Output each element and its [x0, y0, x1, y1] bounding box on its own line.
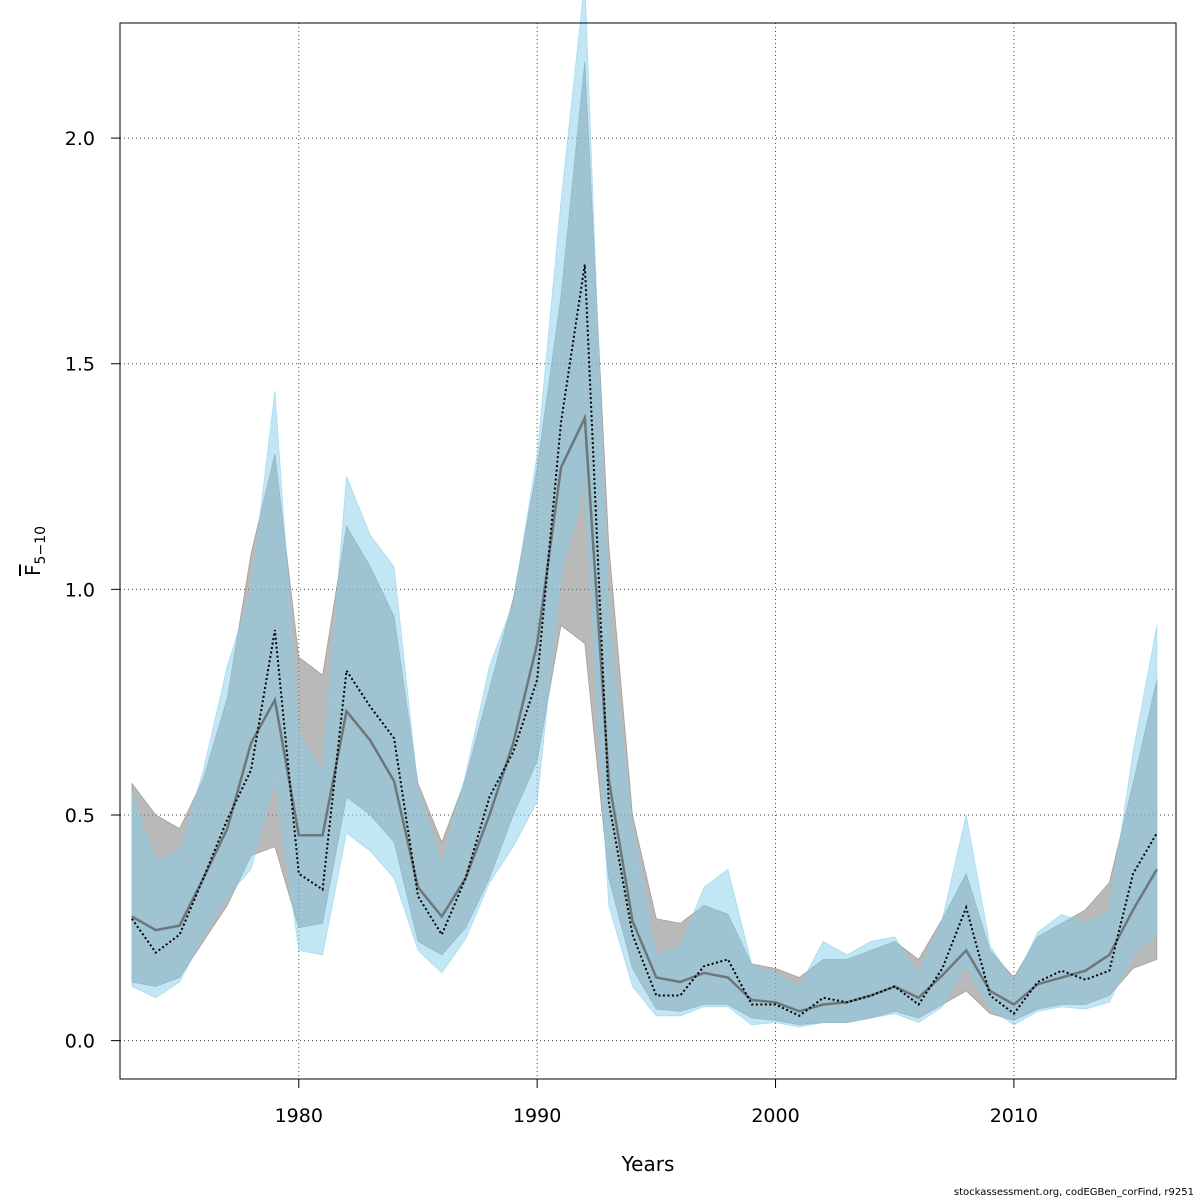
x-tick-label: 1980: [275, 1105, 323, 1127]
series-line-2: [131, 264, 1158, 1017]
series-lines: [131, 264, 1158, 1017]
y-tick-label: 0.5: [65, 805, 95, 827]
x-tick-label: 2000: [751, 1105, 799, 1127]
y-axis-title: F5−10: [21, 526, 49, 576]
y-tick-label: 2.0: [65, 128, 95, 150]
x-axis: 1980 1990 2000 2010: [275, 1079, 1038, 1127]
x-tick-label: 2010: [990, 1105, 1038, 1127]
y-axis-title-symbol: F: [21, 564, 45, 576]
plot-frame: [119, 22, 1177, 1080]
y-tick-label: 0.0: [65, 1031, 95, 1053]
footer-note: stockassessment.org, codEGBen_corFind, r…: [953, 1187, 1194, 1198]
svg-text:F5−10: F5−10: [21, 526, 49, 576]
y-axis-title-subscript: 5−10: [33, 526, 49, 564]
x-tick-label: 1990: [513, 1105, 561, 1127]
y-tick-label: 1.5: [65, 354, 95, 376]
x-axis-title: Years: [621, 1152, 675, 1176]
series-line-1: [131, 413, 1158, 1013]
confidence-bands: [131, 0, 1158, 1028]
y-tick-label: 1.0: [65, 579, 95, 601]
y-axis: 0.0 0.5 1.0 1.5 2.0: [65, 128, 120, 1053]
